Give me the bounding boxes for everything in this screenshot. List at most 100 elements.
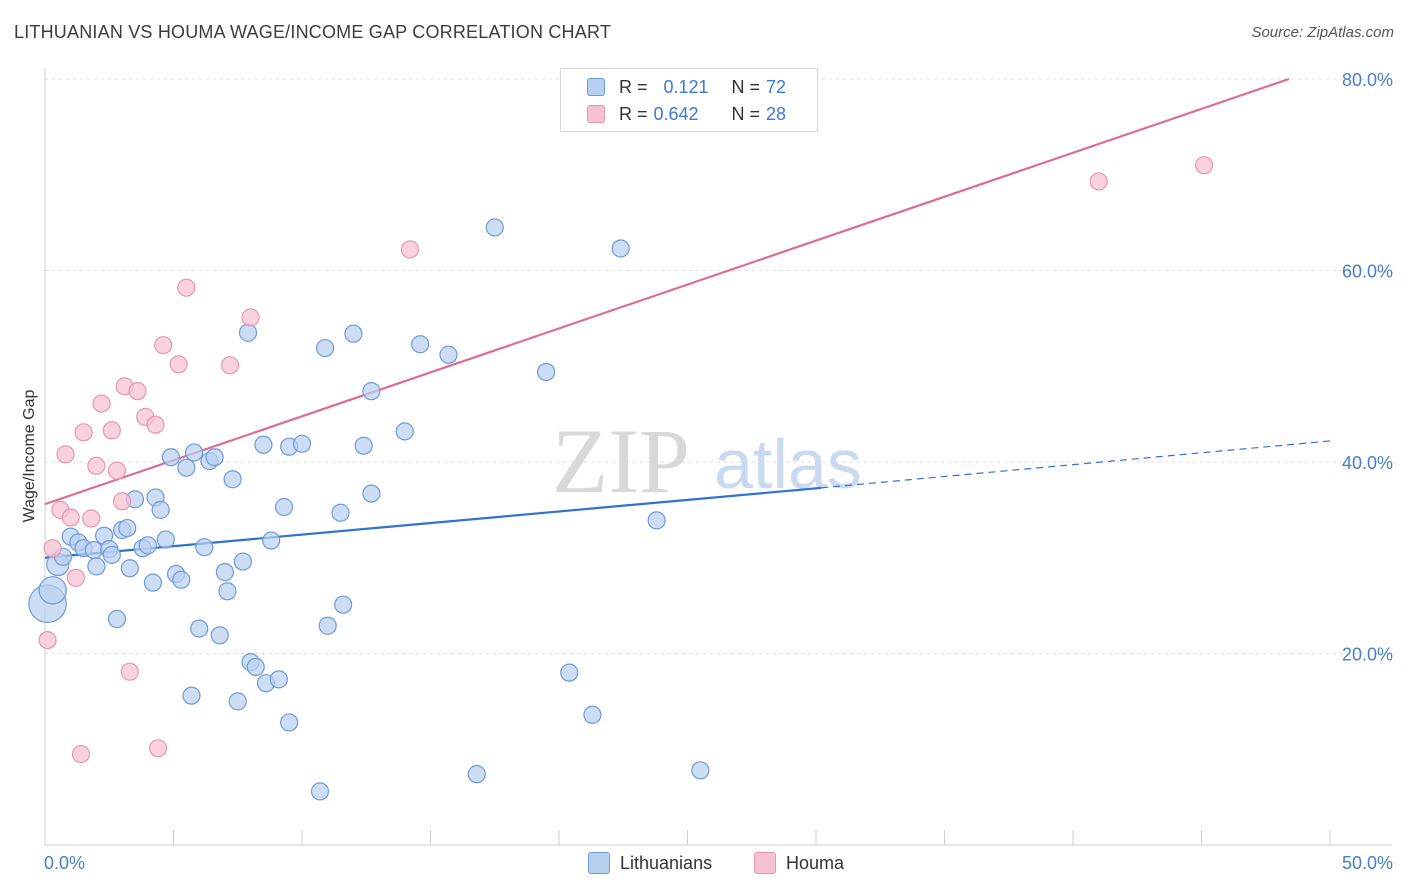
legend-row-lithuanians: R = 0.121 N = 72 <box>587 74 786 100</box>
data-point <box>220 356 240 375</box>
data-point <box>138 536 157 555</box>
legend-label-lithuanians: Lithuanians <box>620 852 713 873</box>
data-point <box>66 568 85 587</box>
legend-swatch-blue <box>587 78 605 96</box>
data-point <box>316 338 335 358</box>
data-point <box>195 538 214 557</box>
data-point <box>151 500 170 519</box>
data-point <box>218 582 237 601</box>
data-points <box>28 156 1214 801</box>
data-point <box>172 570 191 589</box>
data-point <box>156 530 175 549</box>
data-point <box>318 616 337 635</box>
data-point <box>411 335 430 354</box>
data-point <box>169 355 188 374</box>
series-houma <box>38 156 1214 764</box>
legend-r-label: R = <box>619 76 648 97</box>
data-point <box>118 518 137 538</box>
data-point <box>241 308 260 327</box>
data-point <box>182 686 201 705</box>
data-point <box>1089 172 1108 191</box>
y-tick-label: 20.0% <box>1342 645 1393 665</box>
data-point <box>184 443 204 462</box>
data-point <box>210 626 229 645</box>
data-point <box>143 573 163 592</box>
data-point <box>38 630 57 650</box>
y-tick-label: 40.0% <box>1342 453 1393 473</box>
data-point <box>223 470 242 489</box>
series-lithuanians <box>28 218 710 801</box>
data-point <box>246 657 265 677</box>
x-tick-label: 50.0% <box>1342 853 1393 873</box>
source-label: Source: ZipAtlas.com <box>1251 24 1394 41</box>
data-point <box>331 503 350 522</box>
data-point <box>362 382 381 401</box>
x-tick-label: 0.0% <box>44 853 85 873</box>
data-point <box>102 421 121 440</box>
legend-r-value: 0.642 <box>653 103 699 124</box>
legend-swatch-pink <box>754 852 776 874</box>
data-point <box>537 362 556 382</box>
data-point <box>238 323 258 342</box>
data-point <box>439 345 458 364</box>
legend-item-houma: Houma <box>754 852 844 874</box>
data-point <box>274 497 294 517</box>
data-point <box>269 670 288 689</box>
data-point <box>334 595 353 614</box>
data-point <box>74 423 93 442</box>
legend-r-value: 0.121 <box>663 76 709 97</box>
data-point <box>161 448 181 467</box>
data-point <box>61 508 80 527</box>
data-point <box>611 239 630 258</box>
legend-swatch-blue <box>588 852 610 874</box>
data-point <box>254 435 273 454</box>
trend-line-lithuanians <box>44 486 822 559</box>
data-point <box>647 511 666 530</box>
data-point <box>560 663 579 682</box>
watermark: ZIP atlas <box>552 410 862 512</box>
data-point <box>485 218 504 237</box>
data-point <box>310 782 330 801</box>
data-point <box>38 576 67 605</box>
data-point <box>177 278 196 297</box>
data-point <box>87 557 106 576</box>
trend-line-houma <box>44 77 1290 506</box>
legend-row-houma: R = 0.642 N = 28 <box>587 101 786 127</box>
data-point <box>102 545 121 564</box>
data-point <box>84 540 103 560</box>
trend-line-lithuanians-extension <box>821 440 1331 489</box>
data-point <box>395 422 414 441</box>
data-point <box>120 559 139 578</box>
legend-label-houma: Houma <box>786 852 845 873</box>
legend-n-value: 28 <box>766 103 787 124</box>
data-point <box>344 324 363 343</box>
data-point <box>233 552 252 571</box>
y-tick-label: 80.0% <box>1342 70 1393 90</box>
data-point <box>362 484 381 503</box>
data-point <box>154 336 173 355</box>
legend-n-label: N = <box>731 103 761 124</box>
data-point <box>354 436 373 455</box>
gridlines <box>45 78 1392 654</box>
data-point <box>107 461 127 480</box>
data-point <box>82 509 101 528</box>
chart-title: LITHUANIAN VS HOUMA WAGE/INCOME GAP CORR… <box>14 22 612 42</box>
data-point <box>43 539 62 558</box>
data-point <box>112 492 132 511</box>
data-point <box>177 458 196 477</box>
legend-item-lithuanians: Lithuanians <box>588 852 712 874</box>
data-point <box>205 448 224 467</box>
watermark-zip: ZIP <box>552 410 690 512</box>
data-point <box>146 415 165 434</box>
data-point <box>228 692 247 711</box>
trend-lines <box>44 77 1331 559</box>
data-point <box>128 382 147 401</box>
data-point <box>92 394 111 413</box>
legend-n-label: N = <box>731 76 761 97</box>
data-point <box>467 765 486 784</box>
legend-swatch-pink <box>587 105 605 123</box>
data-point <box>691 761 710 780</box>
data-point <box>292 434 312 453</box>
data-point <box>400 240 420 259</box>
